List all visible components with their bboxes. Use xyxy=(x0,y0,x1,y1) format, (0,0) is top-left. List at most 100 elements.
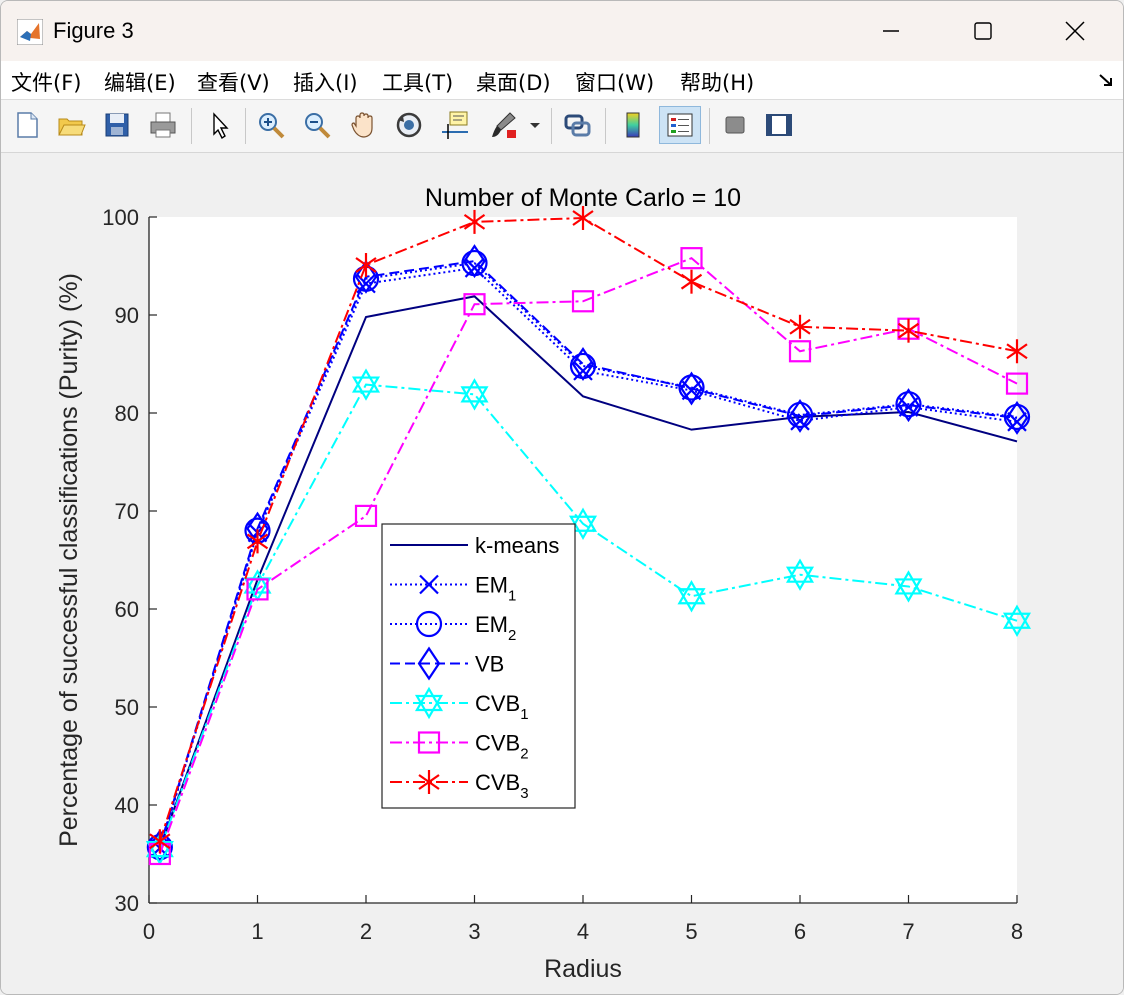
menu-insert[interactable]: 插入(I) xyxy=(293,71,358,95)
hexagram-marker xyxy=(894,570,923,603)
y-tick-label: 100 xyxy=(102,205,139,230)
legend-button[interactable] xyxy=(659,106,701,144)
diamond-marker xyxy=(897,388,920,423)
diamond-marker xyxy=(463,244,486,279)
brush-button[interactable] xyxy=(485,106,521,144)
square-marker xyxy=(354,504,378,527)
square-marker xyxy=(463,293,486,316)
matlab-logo-icon xyxy=(17,19,43,45)
asterisk-marker xyxy=(149,829,171,854)
chevron-down-icon xyxy=(530,123,540,128)
toolbar-separator xyxy=(191,108,192,144)
figure-toolbar xyxy=(1,100,1123,153)
square-marker xyxy=(680,247,703,270)
minimize-button[interactable] xyxy=(845,1,937,61)
zoom-in-button[interactable] xyxy=(253,106,289,144)
x-tick-label: 1 xyxy=(251,919,263,944)
minimize-icon xyxy=(883,30,899,32)
close-button[interactable] xyxy=(1029,1,1121,61)
zoom-out-button[interactable] xyxy=(299,106,335,144)
series-cvb-2 xyxy=(148,247,1029,866)
new-figure-button[interactable] xyxy=(9,106,45,144)
y-tick-label: 70 xyxy=(115,499,139,524)
figure-canvas: 0 1 2 3 4 5 6 7 8 30 40 50 60 70 80 90 100 k-means EM1 EM2… xyxy=(1,153,1123,994)
zoom-out-icon xyxy=(305,113,331,139)
diamond-marker xyxy=(680,371,703,406)
y-tick-label: 60 xyxy=(115,597,139,622)
link-icon xyxy=(564,114,591,137)
y-tick-label: 40 xyxy=(115,793,139,818)
diamond-marker xyxy=(571,347,595,381)
series-line xyxy=(158,295,1018,849)
circle-marker xyxy=(415,610,443,638)
menu-view[interactable]: 查看(V) xyxy=(197,71,270,95)
menu-file[interactable]: 文件(F) xyxy=(11,71,82,95)
circle-marker xyxy=(678,374,705,401)
y-tick-label: 80 xyxy=(115,401,139,426)
series-line xyxy=(158,257,1018,855)
maximize-button[interactable] xyxy=(937,1,1029,61)
title-bar: Figure 3 xyxy=(1,1,1123,61)
pan-button[interactable] xyxy=(345,106,381,144)
rotate-button[interactable] xyxy=(391,106,427,144)
x-tick-label: 0 xyxy=(143,919,155,944)
menu-help[interactable]: 帮助(H) xyxy=(680,71,755,95)
square-marker xyxy=(1005,372,1029,395)
data-cursor-button[interactable] xyxy=(437,106,473,144)
series-k-means xyxy=(158,295,1018,849)
chart-title: Number of Monte Carlo = 10 xyxy=(425,184,741,212)
close-icon xyxy=(1065,21,1085,41)
menu-desktop[interactable]: 桌面(D) xyxy=(476,71,551,95)
open-button[interactable] xyxy=(53,106,89,144)
brush-icon xyxy=(492,112,516,138)
asterisk-marker xyxy=(572,205,594,230)
link-button[interactable] xyxy=(559,106,595,144)
toolbar-separator xyxy=(551,108,552,144)
zoom-in-icon xyxy=(259,113,285,139)
save-button[interactable] xyxy=(99,106,135,144)
hexagram-marker xyxy=(414,686,444,720)
rotate-icon xyxy=(396,112,422,138)
menu-window[interactable]: 窗口(W) xyxy=(575,71,655,95)
plot-area xyxy=(149,217,1017,903)
legend-icon xyxy=(667,113,693,137)
y-axis-label: Percentage of successful classifications… xyxy=(55,273,83,847)
legend-box xyxy=(381,523,576,809)
pointer-button[interactable] xyxy=(201,106,237,144)
y-tick-label: 50 xyxy=(115,695,139,720)
menu-tools[interactable]: 工具(T) xyxy=(382,71,454,95)
dock-arrow-icon[interactable] xyxy=(1097,71,1115,89)
brush-dropdown[interactable] xyxy=(525,106,545,144)
y-tick-label: 90 xyxy=(115,303,139,328)
legend-label: VB xyxy=(475,652,504,677)
x-tick-label: 3 xyxy=(468,919,480,944)
asterisk-marker xyxy=(355,253,377,278)
hexagram-marker xyxy=(1002,604,1032,637)
menu-edit[interactable]: 编辑(E) xyxy=(104,71,176,95)
diamond-marker xyxy=(354,259,378,294)
colorbar-button[interactable] xyxy=(615,106,651,144)
print-icon xyxy=(150,112,176,138)
hexagram-marker xyxy=(677,580,706,613)
series-cvb-3 xyxy=(149,205,1028,854)
colorbar-icon xyxy=(626,112,640,138)
square-marker xyxy=(788,340,812,363)
asterisk-marker xyxy=(246,529,269,554)
square-marker xyxy=(571,290,595,313)
hide-plot-tools-button[interactable] xyxy=(717,106,753,144)
x-tick-label: 7 xyxy=(902,919,914,944)
x-tick-label: 2 xyxy=(360,919,372,944)
legend-label: k-means xyxy=(475,533,559,558)
x-marker xyxy=(419,574,439,595)
show-plot-tools-button[interactable] xyxy=(761,106,797,144)
asterisk-marker xyxy=(463,209,486,234)
y-tick-label: 30 xyxy=(115,891,139,916)
series-line xyxy=(158,383,1018,850)
x-tick-label: 5 xyxy=(685,919,697,944)
print-button[interactable] xyxy=(145,106,181,144)
open-icon xyxy=(58,118,86,136)
diamond-marker xyxy=(417,646,441,681)
hide-plot-tools-icon xyxy=(725,116,745,134)
